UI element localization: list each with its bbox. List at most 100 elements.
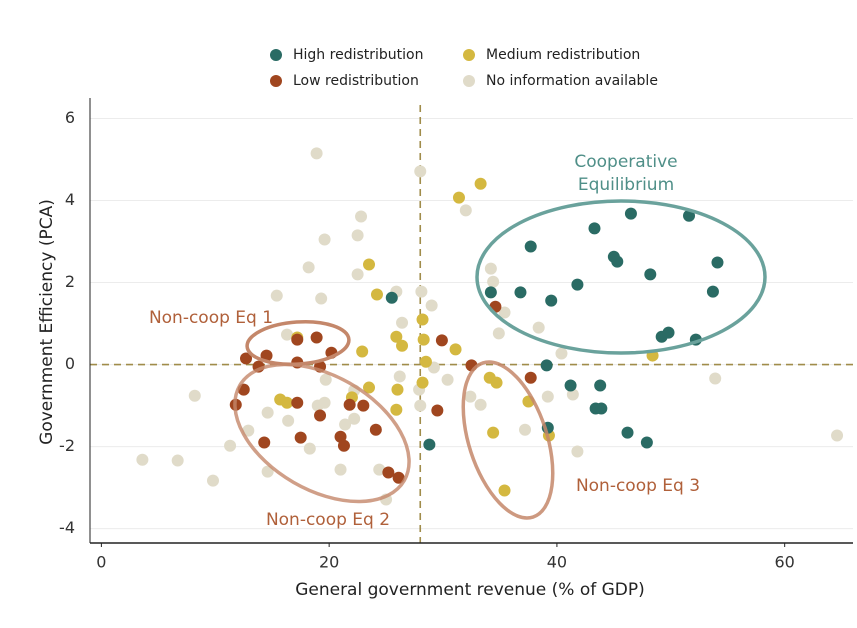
cooperative-ellipse (475, 199, 767, 355)
x-axis-title: General government revenue (% of GDP) (295, 580, 645, 600)
annotation-label: Cooperative (574, 152, 677, 172)
point (416, 313, 429, 326)
point (644, 268, 657, 281)
legend-label: High redistribution (293, 47, 423, 63)
point (291, 333, 304, 346)
annotation-label: Equilibrium (578, 175, 674, 195)
point (337, 439, 350, 452)
point (566, 388, 579, 401)
point (281, 396, 294, 409)
y-tick-label: 2 (65, 272, 75, 291)
y-tick-label: -4 (59, 518, 75, 537)
point (594, 379, 607, 392)
point (524, 240, 537, 253)
point (564, 379, 577, 392)
y-tick-label: -2 (59, 436, 75, 455)
point (396, 316, 409, 329)
point (310, 147, 323, 160)
point (390, 403, 403, 416)
point (385, 291, 398, 304)
point (683, 209, 696, 222)
legend-marker (270, 49, 282, 61)
point (611, 255, 624, 268)
point (524, 371, 537, 384)
point (414, 165, 427, 178)
point (315, 292, 328, 305)
point (206, 474, 219, 487)
point (318, 396, 331, 409)
point (291, 396, 304, 409)
legend-label: Low redistribution (293, 73, 419, 89)
point (417, 333, 430, 346)
point (449, 343, 462, 356)
y-tick-label: 4 (65, 190, 75, 209)
point (382, 466, 395, 479)
point (392, 471, 405, 484)
point (310, 331, 323, 344)
point (441, 373, 454, 386)
x-tick-label: 60 (774, 553, 794, 572)
point (555, 347, 568, 360)
point (390, 330, 403, 343)
point (498, 306, 511, 319)
point (425, 299, 438, 312)
point (621, 426, 634, 439)
point (393, 370, 406, 383)
point (624, 207, 637, 220)
point (188, 389, 201, 402)
point (260, 349, 273, 362)
point (351, 229, 364, 242)
point (459, 204, 472, 217)
point (709, 372, 722, 385)
x-tick-label: 20 (319, 553, 339, 572)
point (391, 383, 404, 396)
point (363, 381, 376, 394)
point (334, 430, 347, 443)
point (339, 418, 352, 431)
point (662, 326, 675, 339)
point (396, 339, 409, 352)
point (318, 233, 331, 246)
point (416, 376, 429, 389)
legend-label: Medium redistribution (486, 47, 640, 63)
point (711, 256, 724, 269)
point (435, 334, 448, 347)
point (492, 327, 505, 340)
point (487, 426, 500, 439)
point (370, 288, 383, 301)
point (484, 286, 497, 299)
point (357, 399, 370, 412)
point (363, 258, 376, 271)
point (474, 177, 487, 190)
point (351, 268, 364, 281)
point (414, 399, 427, 412)
point (484, 262, 497, 275)
point (419, 355, 432, 368)
x-tick-label: 40 (547, 553, 567, 572)
point (319, 373, 332, 386)
point (545, 294, 558, 307)
point (464, 390, 477, 403)
point (431, 404, 444, 417)
point (356, 345, 369, 358)
legend-label: No information available (486, 73, 658, 89)
point (519, 423, 532, 436)
point (242, 424, 255, 437)
annotation-label: Non-coop Eq 3 (576, 476, 700, 496)
point (532, 321, 545, 334)
point (355, 210, 368, 223)
point (415, 285, 428, 298)
legend-marker (270, 75, 282, 87)
legend-marker (463, 75, 475, 87)
point (588, 222, 601, 235)
point (348, 412, 361, 425)
point (706, 285, 719, 298)
y-axis-title: Government Efficiency (PCA) (37, 199, 57, 445)
y-tick-label: 0 (65, 354, 75, 373)
point (294, 431, 307, 444)
point (270, 289, 283, 302)
point (498, 484, 511, 497)
point (452, 191, 465, 204)
point (595, 402, 608, 415)
